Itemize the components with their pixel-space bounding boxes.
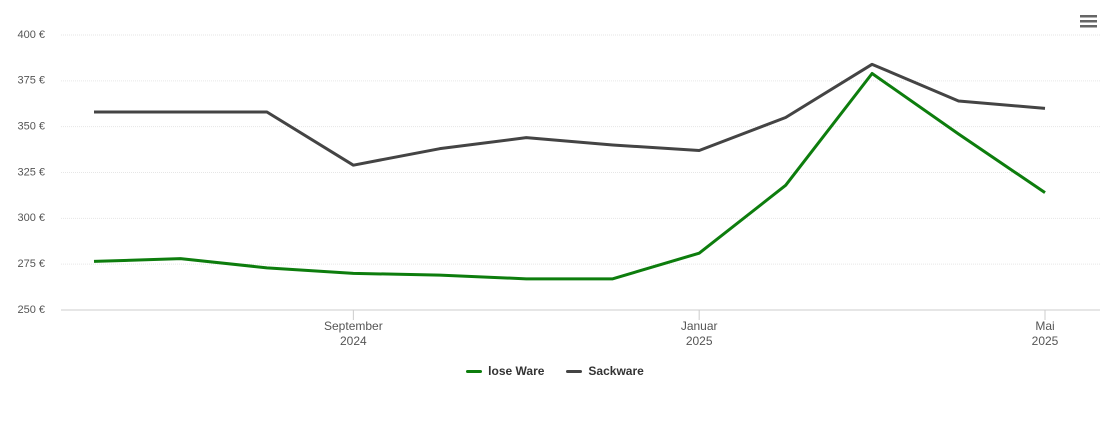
x-tick-label: September 2024 bbox=[324, 319, 383, 348]
y-tick-label: 325 € bbox=[17, 166, 45, 178]
y-tick-label: 250 € bbox=[17, 304, 45, 316]
menu-icon[interactable] bbox=[1080, 15, 1097, 28]
x-tick-label: Januar 2025 bbox=[680, 319, 718, 348]
y-tick-label: 350 € bbox=[17, 121, 45, 133]
legend: lose Ware Sackware bbox=[0, 364, 1110, 378]
legend-label: Sackware bbox=[588, 364, 644, 378]
line-series bbox=[93, 72, 1046, 281]
legend-item[interactable]: lose Ware bbox=[466, 364, 544, 378]
legend-label: lose Ware bbox=[488, 364, 545, 378]
y-tick-label: 400 € bbox=[17, 29, 45, 41]
y-tick-label: 275 € bbox=[17, 258, 45, 270]
x-tick-label: Mai 2025 bbox=[1031, 319, 1059, 348]
y-tick-label: 300 € bbox=[17, 212, 45, 224]
legend-item[interactable]: Sackware bbox=[566, 364, 644, 378]
legend-swatch bbox=[466, 369, 483, 373]
legend-swatch bbox=[566, 369, 583, 373]
y-tick-label: 375 € bbox=[17, 75, 45, 87]
line-series bbox=[94, 62, 1046, 167]
